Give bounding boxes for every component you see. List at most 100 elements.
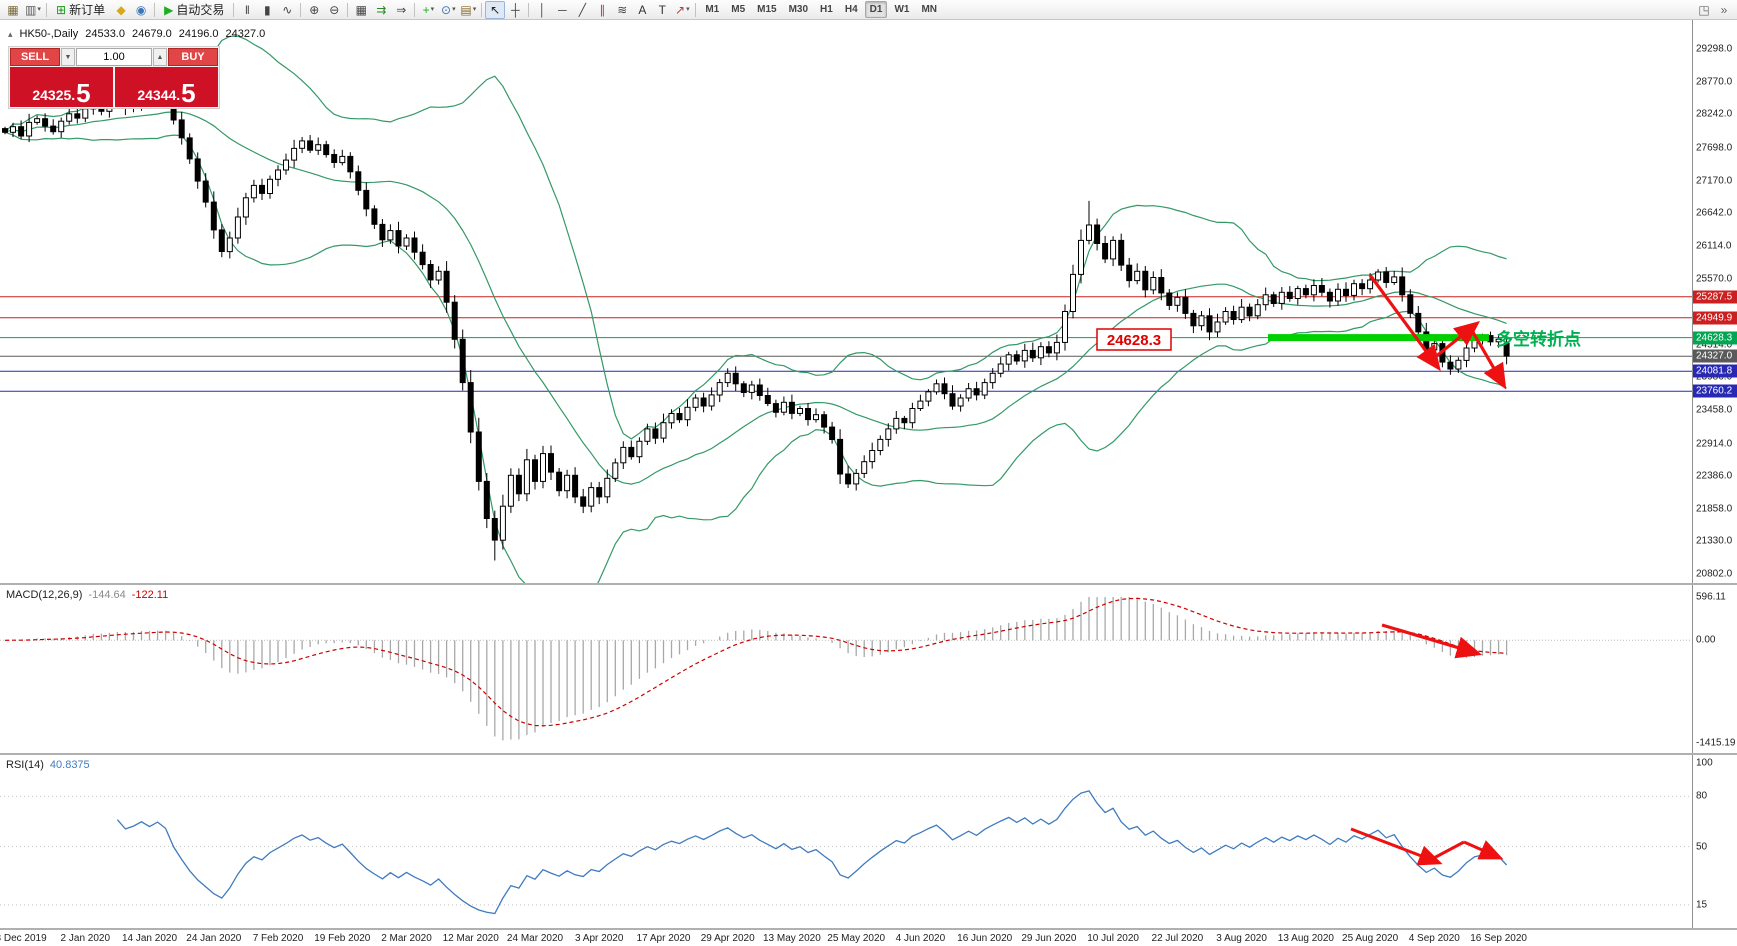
tile-windows-icon[interactable]: ▦ [351, 1, 371, 19]
sell-price-box[interactable]: 24325. 5 [10, 67, 113, 107]
price-tick: 28770.0 [1696, 76, 1733, 88]
metaeditor-icon[interactable]: ◆ [111, 1, 131, 19]
sell-button[interactable]: SELL [10, 48, 60, 66]
turning-point-label[interactable]: 多空转折点 [1496, 329, 1581, 349]
zoom-in-icon[interactable]: ⊕ [304, 1, 324, 19]
toolbar-dock-icon[interactable]: ◳ [1694, 1, 1714, 19]
line-chart-mode-icon: ∿ [282, 2, 293, 17]
timeframe-m1[interactable]: M1 [705, 4, 720, 15]
cursor-icon: ↖ [490, 2, 501, 17]
date-label: 22 Jul 2020 [1151, 933, 1204, 944]
price-tick: 26642.0 [1696, 207, 1733, 219]
trend-arrow[interactable] [1350, 827, 1443, 866]
rsi-axis-label: 100 [1696, 757, 1713, 769]
cursor-icon[interactable]: ↖ [485, 0, 506, 19]
price-annotation-box[interactable]: 24628.3 [1096, 328, 1172, 351]
timeframe-mn[interactable]: MN [921, 4, 937, 15]
trendline-icon[interactable]: ╱ [572, 1, 592, 19]
dropdown-caret-icon: ▾ [430, 6, 435, 13]
periods-icon[interactable]: ⊙ ▾ [438, 1, 458, 19]
horizontal-line-icon[interactable]: ─ [552, 1, 572, 19]
date-label: 14 Jan 2020 [121, 933, 178, 944]
macd-axis-label: 596.11 [1696, 591, 1726, 603]
timeframe-w1[interactable]: W1 [894, 4, 910, 15]
buy-button[interactable]: BUY [168, 48, 218, 66]
timeframe-m5[interactable]: M5 [731, 4, 746, 15]
rsi-axis[interactable]: 100 80 50 15 [1692, 755, 1737, 928]
macd-chart[interactable] [0, 585, 1692, 753]
rsi-label-row: RSI(14) 40.8375 [6, 759, 90, 771]
profiles-icon[interactable]: ▥ ▾ [23, 1, 43, 19]
trend-arrow[interactable] [1427, 320, 1480, 364]
price-level-badge: 23760.2 [1693, 384, 1737, 398]
volume-input[interactable] [76, 48, 152, 66]
collapse-trade-panel-icon[interactable]: ▴ [8, 28, 13, 39]
timeframe-m30[interactable]: M30 [788, 4, 809, 15]
caret-down-icon: ▼ [64, 53, 72, 61]
terminal-icon[interactable]: ◉ [131, 1, 151, 19]
symbol-period-label: HK50-,Daily [19, 28, 79, 40]
dropdown-caret-icon: ▾ [686, 6, 690, 13]
trend-arrow[interactable] [1368, 274, 1441, 372]
time-axis[interactable]: 8 Dec 2019 2 Jan 2020 14 Jan 2020 24 Jan 20… [0, 928, 1737, 946]
volume-increase-button[interactable]: ▲ [153, 48, 167, 66]
date-label: 2 Mar 2020 [381, 933, 432, 944]
price-tick: 21330.0 [1696, 535, 1733, 547]
price-level-badge: 24628.3 [1693, 331, 1737, 345]
date-label: 29 Jun 2020 [1021, 933, 1077, 944]
rsi-panel[interactable]: RSI(14) 40.8375 100 80 50 15 [0, 753, 1737, 928]
timeframe-h4[interactable]: H4 [844, 4, 858, 15]
toolbar-separator [695, 2, 697, 17]
toolbar-separator [46, 2, 47, 17]
trendline-icon: ╱ [578, 2, 586, 17]
new-chart-icon[interactable]: ▦ [3, 1, 23, 19]
rsi-value: 40.8375 [49, 759, 90, 771]
text-icon[interactable]: A [632, 1, 652, 19]
fibonacci-icon[interactable]: ≋ [612, 1, 632, 19]
candlestick-chart[interactable]: 24628.3 多空转折点 [0, 20, 1692, 583]
vertical-line-icon: │ [538, 2, 547, 17]
price-axis[interactable]: 29298.0 28770.0 28242.0 27698.0 27170.0 26642… [1692, 20, 1737, 583]
chart-shift-icon[interactable]: ⇒ [391, 1, 411, 19]
indicators-icon[interactable]: + ▾ [418, 1, 438, 19]
date-label: 4 Jun 2020 [895, 933, 946, 944]
trend-arrow[interactable] [1431, 840, 1465, 861]
timeframe-d1[interactable]: D1 [864, 1, 888, 18]
bollinger-band [4, 35, 1507, 440]
timeframe-h1[interactable]: H1 [820, 4, 833, 15]
zoom-out-icon[interactable]: ⊖ [324, 1, 344, 19]
chart-ohlc-header: ▴ HK50-,Daily 24533.0 24679.0 24196.0 24… [8, 28, 265, 40]
timeframe-m15[interactable]: M15 [757, 4, 777, 15]
line-chart-mode-icon[interactable]: ∿ [277, 1, 297, 19]
new-order-button[interactable]: ⊞ 新订单 [50, 1, 111, 19]
arrows-tool-icon[interactable]: ↗ ▾ [672, 1, 692, 19]
ohlc-close: 24327.0 [225, 28, 266, 40]
autotrading-button[interactable]: ▶ 自动交易 [158, 1, 230, 19]
profiles-icon: ▥ [25, 2, 37, 17]
auto-scroll-icon[interactable]: ⇉ [371, 1, 391, 19]
label-icon: T [658, 2, 666, 17]
price-level-badge: 24949.9 [1693, 311, 1737, 325]
channel-icon: ∥ [599, 2, 606, 17]
crosshair-icon[interactable]: ┼ [505, 1, 525, 19]
rsi-chart[interactable] [0, 755, 1692, 928]
label-icon[interactable]: T [652, 1, 672, 19]
trend-arrow[interactable] [1468, 326, 1507, 390]
date-label: 13 Aug 2020 [1277, 933, 1334, 944]
bar-chart-mode-icon[interactable]: ‖ [237, 1, 257, 19]
date-label: 25 Aug 2020 [1342, 933, 1399, 944]
buy-price-box[interactable]: 24344. 5 [115, 67, 218, 107]
templates-icon[interactable]: ▤ ▾ [458, 1, 478, 19]
trend-arrow[interactable] [1381, 623, 1483, 659]
volume-decrease-button[interactable]: ▼ [61, 48, 75, 66]
channel-icon[interactable]: ∥ [592, 1, 612, 19]
candlestick-mode-icon[interactable]: ▮ [257, 1, 277, 19]
trend-arrow[interactable] [1463, 840, 1504, 860]
macd-panel[interactable]: MACD(12,26,9) -144.64 -122.11 596.11 0.00… [0, 583, 1737, 753]
price-chart-panel[interactable]: 24628.3 多空转折点 ▴ HK50-,Daily 24533.0 24679… [0, 20, 1737, 583]
vertical-line-icon[interactable]: │ [532, 1, 552, 19]
toolbar-more-icon[interactable]: » [1714, 1, 1734, 19]
turning-point-highlight[interactable] [1268, 334, 1489, 342]
text-icon: A [638, 2, 647, 17]
macd-axis[interactable]: 596.11 0.00 -1415.19 [1692, 585, 1737, 753]
